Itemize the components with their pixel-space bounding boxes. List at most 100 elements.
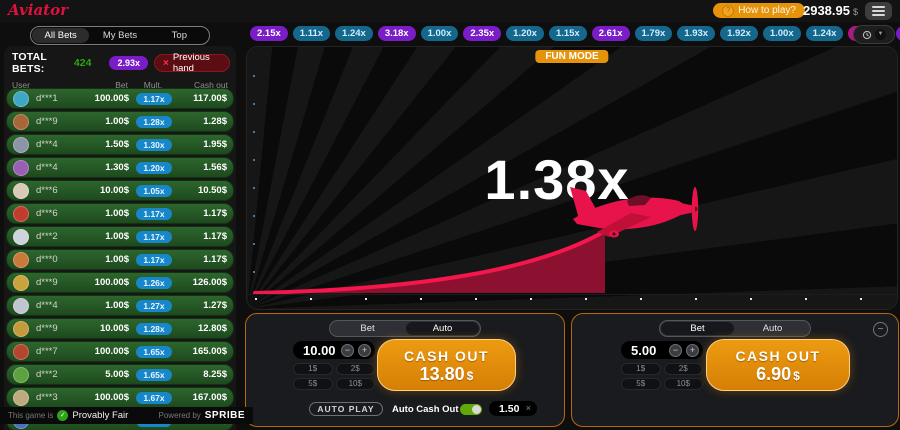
previous-hand-label: Previous hand bbox=[172, 52, 210, 74]
panel2-amount-value[interactable]: 5.00 bbox=[631, 343, 657, 358]
row-cashout: 12.80$ bbox=[197, 323, 227, 334]
total-bets-value: 424 bbox=[73, 57, 92, 69]
table-row: d***9 10.00$ 1.28x 12.80$ bbox=[6, 318, 234, 339]
quick-bet-button[interactable]: 1$ bbox=[621, 363, 661, 375]
avatar bbox=[13, 251, 29, 268]
row-mult-badge: 1.17x bbox=[136, 253, 172, 266]
cashout-amount: 6.90 $ bbox=[756, 364, 800, 384]
auto-cashout-input[interactable]: 1.50 × bbox=[489, 401, 537, 416]
total-bets-label: TOTAL BETS: bbox=[12, 51, 47, 75]
balance-currency: $ bbox=[852, 7, 858, 17]
panel2-bet-auto-tabs: Bet Auto bbox=[659, 320, 811, 337]
panel1-amount-value[interactable]: 10.00 bbox=[303, 343, 336, 358]
hamburger-icon bbox=[872, 6, 885, 8]
table-row: d***2 1.00$ 1.17x 1.17$ bbox=[6, 226, 234, 247]
history-multiplier-chip: 3.18x bbox=[377, 25, 416, 41]
row-user: d***9 bbox=[36, 116, 58, 127]
quick-bet-button[interactable]: 5$ bbox=[621, 378, 661, 390]
row-cashout: 10.50$ bbox=[197, 185, 227, 196]
bets-panel: TOTAL BETS: 424 2.93x × Previous hand Us… bbox=[4, 46, 236, 430]
curve-fill bbox=[255, 231, 605, 293]
row-user: d***7 bbox=[36, 346, 58, 357]
row-user: d***9 bbox=[36, 277, 58, 288]
quick-bet-button[interactable]: 10$ bbox=[663, 378, 703, 390]
round-multiplier-chip: 2.93x bbox=[109, 56, 148, 70]
quick-bet-button[interactable]: 10$ bbox=[335, 378, 375, 390]
panel1-cashout-button[interactable]: CASH OUT 13.80 $ bbox=[377, 339, 516, 391]
row-cashout: 1.56$ bbox=[203, 162, 227, 173]
bets-header: TOTAL BETS: 424 2.93x × Previous hand bbox=[4, 46, 236, 75]
history-multiplier-chip: 1.24x bbox=[335, 25, 373, 41]
history-multiplier-chip: 1.00x bbox=[762, 25, 801, 41]
panel1-tab-bet[interactable]: Bet bbox=[360, 323, 375, 334]
avatar bbox=[13, 182, 29, 199]
clear-icon[interactable]: × bbox=[525, 403, 531, 413]
table-row: d***2 5.00$ 1.65x 8.25$ bbox=[6, 364, 234, 385]
panel1-quick-bets: 1$ 2$ 5$ 10$ bbox=[293, 363, 375, 390]
cashout-label: CASH OUT bbox=[735, 348, 821, 364]
row-cashout: 1.17$ bbox=[203, 231, 227, 242]
avatar bbox=[13, 228, 29, 245]
row-cashout: 1.17$ bbox=[203, 208, 227, 219]
avatar bbox=[13, 297, 29, 314]
panel2-cashout-button[interactable]: CASH OUT 6.90 $ bbox=[706, 339, 850, 391]
row-mult-badge: 1.30x bbox=[136, 138, 172, 151]
row-mult-badge: 1.67x bbox=[136, 391, 172, 404]
bets-tabs: All Bets My Bets Top bbox=[30, 26, 210, 45]
avatar bbox=[13, 90, 29, 107]
auto-cashout-label: Auto Cash Out bbox=[392, 404, 459, 415]
auto-cashout-toggle[interactable] bbox=[460, 404, 482, 415]
footer-prefix: This game is bbox=[8, 411, 54, 420]
remove-panel-button[interactable]: − bbox=[873, 322, 888, 337]
row-mult-badge: 1.05x bbox=[136, 184, 172, 197]
avatar bbox=[13, 136, 29, 153]
history-dropdown-button[interactable]: ▼ bbox=[853, 25, 895, 44]
row-cashout: 1.17$ bbox=[203, 254, 227, 265]
row-cashout: 8.25$ bbox=[203, 369, 227, 380]
history-multiplier-chip: 1.92x bbox=[720, 25, 758, 41]
panel1-amount-stepper[interactable]: 10.00 − + bbox=[293, 341, 375, 359]
row-mult-badge: 1.17x bbox=[136, 230, 172, 243]
avatar bbox=[13, 159, 29, 176]
row-bet: 1.50$ bbox=[105, 139, 129, 150]
table-row: d***7 100.00$ 1.65x 165.00$ bbox=[6, 341, 234, 362]
provably-fair-footer: This game is ✓ Provably Fair Powered by … bbox=[0, 407, 253, 424]
x-axis-dots bbox=[255, 298, 893, 300]
menu-button[interactable] bbox=[865, 2, 892, 20]
row-bet: 1.00$ bbox=[105, 300, 129, 311]
panel2-tab-auto[interactable]: Auto bbox=[762, 323, 783, 334]
quick-bet-button[interactable]: 2$ bbox=[663, 363, 703, 375]
sidebar-tab-all-bets[interactable]: All Bets bbox=[32, 28, 90, 43]
curve-line bbox=[253, 219, 625, 295]
spribe-logo[interactable]: SPRIBE bbox=[204, 410, 245, 421]
how-to-play-label: How to play? bbox=[738, 5, 796, 16]
previous-hand-button[interactable]: × Previous hand bbox=[153, 52, 230, 74]
row-bet: 10.00$ bbox=[99, 185, 129, 196]
auto-play-button[interactable]: AUTO PLAY bbox=[309, 402, 383, 416]
row-bet: 100.00$ bbox=[94, 346, 129, 357]
quick-bet-button[interactable]: 1$ bbox=[293, 363, 333, 375]
provably-fair-label[interactable]: Provably Fair bbox=[72, 410, 129, 421]
quick-bet-button[interactable]: 2$ bbox=[335, 363, 375, 375]
table-row: d***0 1.00$ 1.17x 1.17$ bbox=[6, 249, 234, 270]
sidebar-tab-my-bets[interactable]: My Bets bbox=[102, 30, 138, 41]
how-to-play-button[interactable]: ? How to play? bbox=[713, 3, 805, 18]
plus-button[interactable]: + bbox=[686, 343, 699, 357]
table-row: d***1 100.00$ 1.17x 117.00$ bbox=[6, 88, 234, 109]
sidebar-tab-top[interactable]: Top bbox=[171, 30, 187, 41]
panel2-amount-stepper[interactable]: 5.00 − + bbox=[621, 341, 703, 359]
minus-button[interactable]: − bbox=[669, 343, 682, 357]
panel2-tab-bet[interactable]: Bet bbox=[661, 322, 734, 335]
row-user: d***3 bbox=[36, 392, 58, 403]
avatar bbox=[13, 113, 29, 130]
row-mult-badge: 1.28x bbox=[136, 322, 172, 335]
plus-button[interactable]: + bbox=[358, 343, 371, 357]
row-user: d***2 bbox=[36, 231, 58, 242]
quick-bet-button[interactable]: 5$ bbox=[293, 378, 333, 390]
game-canvas: FUN MODE 1.38x bbox=[246, 46, 898, 310]
history-multiplier-chip: 1.15x bbox=[548, 25, 587, 41]
panel1-tab-auto[interactable]: Auto bbox=[406, 322, 479, 335]
table-row: d***6 10.00$ 1.05x 10.50$ bbox=[6, 180, 234, 201]
auto-cashout-value[interactable]: 1.50 bbox=[499, 403, 520, 415]
minus-button[interactable]: − bbox=[341, 343, 354, 357]
